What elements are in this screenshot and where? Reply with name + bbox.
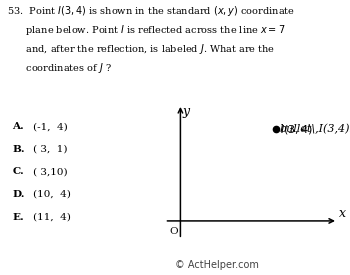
Text: bullet\,I(3,4)$: bullet\,I(3,4)$ [279, 124, 350, 134]
Text: 53.  Point $I(3,4)$ is shown in the standard $(x,y)$ coordinate
      plane belo: 53. Point $I(3,4)$ is shown in the stand… [7, 4, 295, 75]
Text: ( 3,  1): ( 3, 1) [33, 145, 68, 154]
Text: ( 3,10): ( 3,10) [33, 167, 68, 177]
Text: (11,  4): (11, 4) [33, 213, 71, 222]
Text: (10,  4): (10, 4) [33, 190, 71, 199]
Text: (-1,  4): (-1, 4) [33, 122, 68, 131]
Text: y: y [182, 104, 189, 117]
Text: O: O [169, 227, 178, 236]
Text: B.: B. [12, 145, 25, 154]
Text: $I(3,4)$: $I(3,4)$ [280, 123, 313, 136]
Text: D.: D. [12, 190, 25, 199]
Text: E.: E. [12, 213, 24, 222]
Text: C.: C. [12, 167, 24, 177]
Text: x: x [338, 207, 345, 220]
Text: A.: A. [12, 122, 24, 131]
Text: © ActHelper.com: © ActHelper.com [175, 260, 259, 270]
